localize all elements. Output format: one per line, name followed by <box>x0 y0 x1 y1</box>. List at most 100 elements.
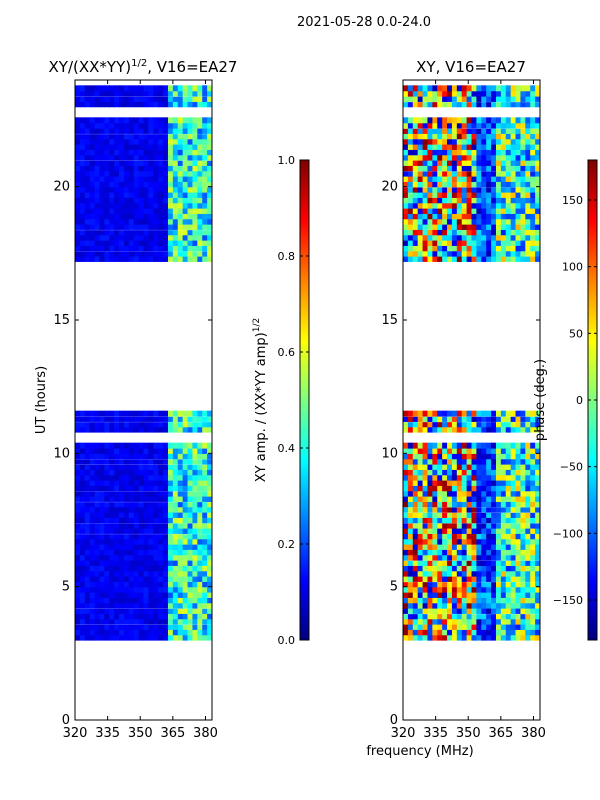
heatmap-cell <box>84 506 91 513</box>
heatmap-cell <box>422 186 429 193</box>
heatmap-cell <box>172 453 179 460</box>
heatmap-cell <box>520 474 526 481</box>
heatmap-cell <box>158 592 164 598</box>
heatmap-cell <box>109 96 115 102</box>
heatmap-cell <box>407 496 414 502</box>
heatmap-cell <box>491 416 497 422</box>
heatmap-cell <box>104 480 110 486</box>
heatmap-cell <box>172 218 179 225</box>
heatmap-cell <box>187 234 194 241</box>
heatmap-cell <box>94 218 101 225</box>
heatmap-cell <box>109 549 115 556</box>
heatmap-cell <box>177 613 184 620</box>
heatmap-cell <box>202 528 208 534</box>
heatmap-cell <box>123 464 130 470</box>
heatmap-cell <box>75 464 81 470</box>
heatmap-cell <box>114 576 120 582</box>
heatmap-cell <box>535 426 540 433</box>
heatmap-cell <box>403 629 409 636</box>
heatmap-cell <box>167 256 174 262</box>
heatmap-cell <box>158 85 164 92</box>
heatmap-cell <box>466 538 473 545</box>
heatmap-cell <box>535 218 540 225</box>
heatmap-row <box>403 560 540 566</box>
heatmap-cell <box>197 581 203 588</box>
heatmap-cell <box>148 410 154 417</box>
heatmap-cell <box>505 490 512 497</box>
heatmap-cell <box>466 608 473 614</box>
heatmap-cell <box>515 549 522 556</box>
heatmap-cell <box>138 181 145 188</box>
heatmap-cell <box>466 117 473 124</box>
heatmap-cell <box>427 96 433 102</box>
heatmap-cell <box>197 544 203 550</box>
heatmap-cell <box>158 586 164 593</box>
heatmap-cell <box>89 154 96 161</box>
heatmap-cell <box>476 538 482 545</box>
heatmap-cell <box>510 629 517 636</box>
heatmap-cell <box>407 581 414 588</box>
heatmap-cell <box>422 496 429 502</box>
heatmap-cell <box>123 608 130 614</box>
heatmap-cell <box>417 421 424 428</box>
heatmap-cell <box>148 181 154 188</box>
heatmap-cell <box>432 122 438 129</box>
heatmap-row <box>403 474 540 481</box>
heatmap-cell <box>520 208 526 214</box>
heatmap-cell <box>422 229 429 236</box>
heatmap-cell <box>94 474 101 481</box>
heatmap-cell <box>510 122 517 129</box>
heatmap-cell <box>520 426 526 433</box>
heatmap-cell <box>202 416 208 422</box>
heatmap-cell <box>167 101 174 108</box>
heatmap-cell <box>432 560 438 566</box>
heatmap-cell <box>407 165 414 172</box>
colorbar-tick-label: 150 <box>562 194 583 207</box>
heatmap-cell <box>89 506 96 513</box>
heatmap-cell <box>104 208 110 214</box>
heatmap-cell <box>119 602 125 609</box>
heatmap-cell <box>182 549 189 556</box>
heatmap-cell <box>114 560 120 566</box>
heatmap-cell <box>500 624 507 630</box>
y-tick-label: 0 <box>62 713 70 728</box>
heatmap-cell <box>84 586 91 593</box>
heatmap-cell <box>447 581 453 588</box>
heatmap-cell <box>163 160 169 166</box>
heatmap-cell <box>471 416 477 422</box>
heatmap-cell <box>192 618 198 625</box>
heatmap-cell <box>412 586 419 593</box>
heatmap-cell <box>119 240 125 246</box>
heatmap-row <box>75 517 212 524</box>
heatmap-cell <box>530 122 536 129</box>
heatmap-cell <box>535 565 540 572</box>
heatmap-cell <box>417 522 424 529</box>
heatmap-cell <box>461 522 468 529</box>
heatmap-cell <box>177 442 184 449</box>
heatmap-cell <box>437 544 443 550</box>
heatmap-cell <box>407 554 414 561</box>
heatmap-cell <box>481 101 487 108</box>
heatmap-cell <box>163 586 169 593</box>
heatmap-cell <box>148 570 154 577</box>
heatmap-cell <box>481 421 487 428</box>
heatmap-cell <box>403 160 409 166</box>
heatmap-cell <box>447 245 453 252</box>
heatmap-cell <box>437 245 443 252</box>
heatmap-cell <box>109 458 115 465</box>
heatmap-cell <box>432 256 438 262</box>
heatmap-cell <box>89 634 96 641</box>
heatmap-cell <box>525 192 531 198</box>
heatmap-cell <box>520 496 526 502</box>
heatmap-cell <box>447 240 453 246</box>
heatmap-cell <box>403 528 409 534</box>
heatmap-cell <box>495 170 502 177</box>
heatmap-cell <box>202 213 208 220</box>
heatmap-cell <box>525 613 531 620</box>
heatmap-cell <box>437 469 443 476</box>
heatmap-cell <box>520 576 526 582</box>
heatmap-cell <box>94 229 101 236</box>
heatmap-cell <box>442 501 448 508</box>
heatmap-row <box>75 176 212 182</box>
heatmap-cell <box>530 608 536 614</box>
